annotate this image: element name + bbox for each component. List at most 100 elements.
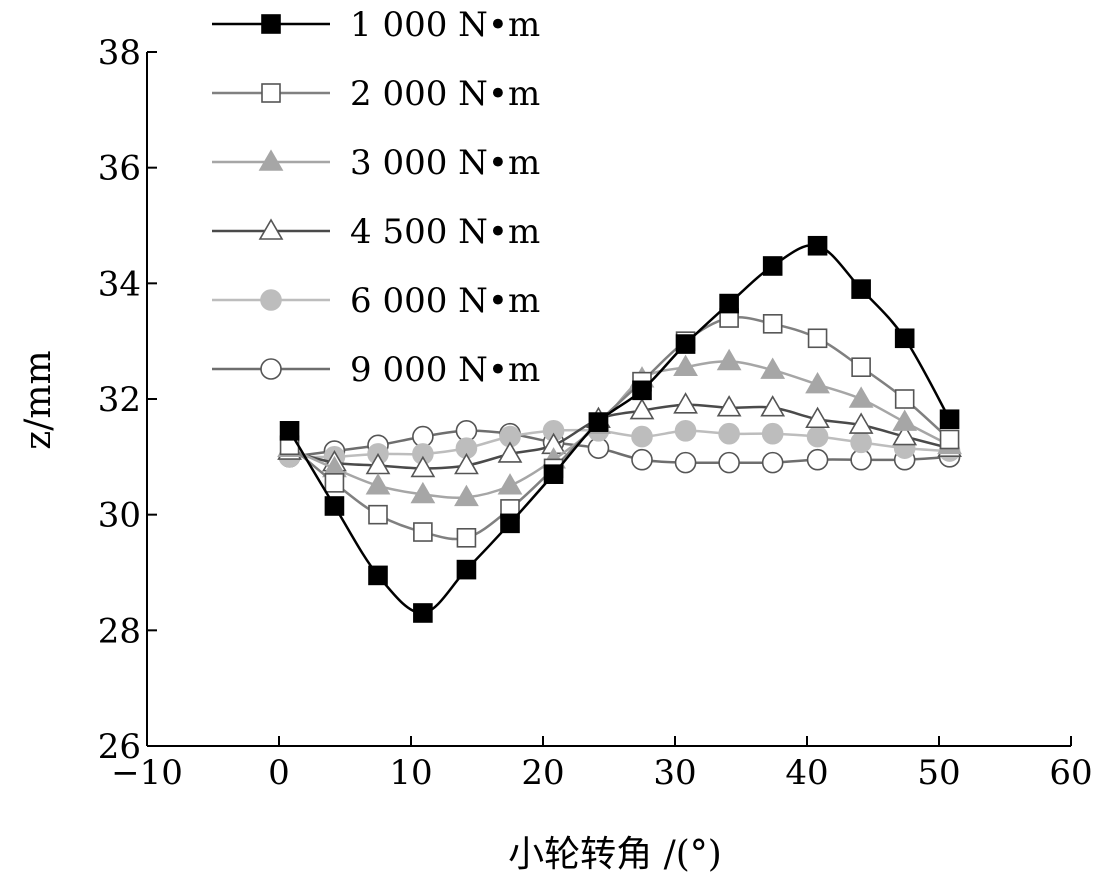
y-tick-label: 28 bbox=[98, 611, 141, 651]
data-point bbox=[850, 431, 872, 454]
legend-entry: 6 000 N•m bbox=[212, 281, 540, 321]
data-point bbox=[632, 380, 652, 401]
series-line bbox=[289, 428, 950, 459]
legend-entry: 9 000 N•m bbox=[212, 350, 540, 390]
legend-label: 6 000 N•m bbox=[350, 281, 540, 321]
data-point bbox=[939, 429, 960, 450]
data-point bbox=[368, 504, 388, 525]
data-point bbox=[848, 412, 874, 434]
data-point bbox=[673, 354, 698, 376]
data-point bbox=[805, 371, 830, 394]
y-tick-label: 32 bbox=[98, 380, 141, 420]
data-point bbox=[761, 451, 784, 474]
legend-label: 1 000 N•m bbox=[350, 5, 540, 45]
data-point bbox=[631, 425, 653, 448]
series-1 bbox=[279, 235, 960, 623]
data-point bbox=[716, 348, 742, 371]
data-point bbox=[500, 513, 520, 534]
legend-marker bbox=[258, 218, 284, 240]
data-point bbox=[851, 279, 871, 299]
y-tick-label: 36 bbox=[98, 149, 141, 189]
data-point bbox=[324, 496, 345, 516]
data-point bbox=[454, 452, 479, 475]
data-point bbox=[631, 448, 653, 471]
data-point bbox=[760, 395, 786, 417]
data-point bbox=[806, 448, 829, 471]
legend-label: 9 000 N•m bbox=[350, 350, 540, 390]
data-point bbox=[497, 473, 523, 495]
data-point bbox=[716, 395, 742, 417]
x-tick-label: 10 bbox=[389, 753, 432, 793]
data-point bbox=[718, 451, 740, 474]
data-point bbox=[456, 527, 477, 548]
data-point bbox=[762, 314, 783, 334]
legend-entry: 2 000 N•m bbox=[212, 74, 540, 114]
data-point bbox=[456, 559, 477, 580]
data-point bbox=[673, 392, 698, 414]
legend-marker bbox=[258, 149, 284, 171]
axes: −10 0 10 20 30 40 50 60 26 28 30 32 34 36 38 bbox=[98, 33, 1093, 793]
legend-entry: 1 000 N•m bbox=[212, 5, 540, 45]
data-point bbox=[629, 397, 655, 420]
data-point bbox=[848, 386, 874, 408]
x-tick-label: 30 bbox=[653, 753, 696, 793]
data-point bbox=[760, 357, 786, 379]
legend-marker bbox=[261, 14, 281, 34]
y-axis-title: z/mm bbox=[18, 350, 59, 449]
data-point bbox=[588, 412, 609, 432]
data-point bbox=[719, 293, 739, 314]
data-point bbox=[761, 422, 784, 445]
data-point bbox=[894, 328, 915, 349]
x-tick-label: 50 bbox=[917, 753, 960, 793]
series-line bbox=[289, 429, 950, 465]
x-tick-label: −10 bbox=[111, 753, 183, 793]
y-tick-label: 34 bbox=[98, 264, 141, 304]
data-point bbox=[543, 464, 564, 484]
data-point bbox=[892, 409, 918, 431]
data-point bbox=[675, 334, 696, 354]
x-axis-title: 小轮转角 /(°) bbox=[508, 834, 722, 875]
data-point bbox=[674, 451, 697, 474]
data-point bbox=[806, 425, 829, 448]
y-tick-label: 26 bbox=[98, 727, 141, 767]
y-tick-label: 38 bbox=[98, 33, 141, 73]
data-point bbox=[410, 481, 436, 504]
data-point bbox=[368, 565, 388, 586]
data-point bbox=[365, 473, 391, 495]
legend-marker bbox=[260, 358, 282, 380]
series-layer bbox=[277, 235, 962, 623]
data-point bbox=[892, 423, 918, 446]
data-point bbox=[807, 235, 828, 256]
legend-entry: 4 500 N•m bbox=[212, 212, 540, 252]
legend-label: 2 000 N•m bbox=[350, 74, 540, 114]
y-tick-label: 30 bbox=[98, 496, 141, 536]
legend-label: 3 000 N•m bbox=[350, 143, 540, 183]
data-point bbox=[410, 455, 436, 478]
data-point bbox=[762, 256, 783, 276]
data-point bbox=[497, 441, 523, 463]
legend-marker bbox=[261, 83, 281, 103]
data-point bbox=[674, 420, 697, 442]
data-point bbox=[279, 421, 300, 441]
legend: 1 000 N•m 2 000 N•m 3 000 N•m 4 500 N•m 6 00… bbox=[212, 5, 540, 390]
data-point bbox=[324, 473, 345, 493]
legend-entry: 3 000 N•m bbox=[212, 143, 540, 183]
legend-marker bbox=[260, 289, 282, 311]
x-tick-label: 40 bbox=[785, 753, 828, 793]
series-line bbox=[289, 403, 950, 470]
series-line bbox=[288, 315, 951, 541]
x-tick-label: 60 bbox=[1049, 753, 1092, 793]
series-line bbox=[288, 243, 951, 615]
data-point bbox=[454, 484, 479, 507]
data-point bbox=[413, 522, 433, 542]
x-tick-label: 0 bbox=[268, 753, 290, 793]
legend-label: 4 500 N•m bbox=[350, 212, 540, 252]
data-point bbox=[851, 357, 871, 377]
x-tick-label: 20 bbox=[521, 753, 564, 793]
data-point bbox=[939, 409, 960, 430]
data-point bbox=[718, 422, 740, 445]
data-point bbox=[805, 406, 830, 429]
data-point bbox=[413, 603, 433, 623]
data-point bbox=[894, 389, 915, 409]
